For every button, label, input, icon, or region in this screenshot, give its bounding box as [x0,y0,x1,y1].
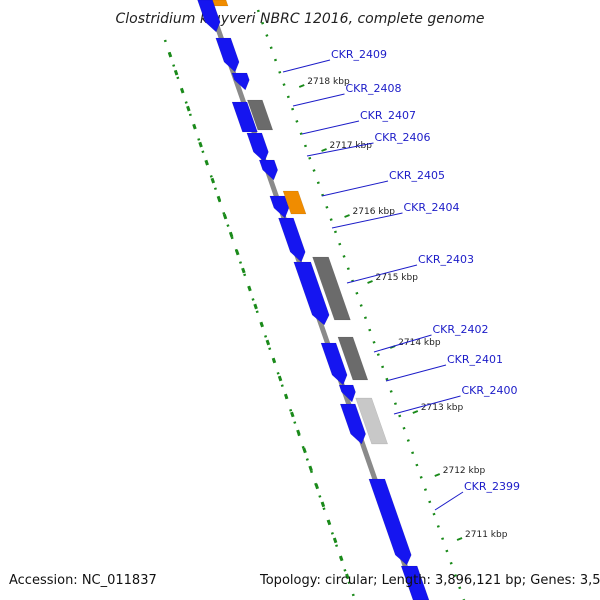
feature-track [197,0,430,600]
gene-leader-line [331,212,403,229]
cds-arrow [231,101,258,133]
cds-arrow [269,195,290,219]
scale-tick-label: 2717 kbp [330,141,373,151]
gene-label[interactable]: CKR_2402 [433,323,489,336]
pseudogene-block [355,397,389,445]
gene-leader-line [393,395,461,415]
gene-label[interactable]: CKR_2403 [418,253,474,266]
pseudogene-block [337,336,369,381]
scale-tick-mark [367,280,373,284]
cds-arrow [400,565,430,600]
scale-tick-mark [344,214,350,218]
gene-leader-line [282,59,331,73]
gc-dotted-line [256,9,466,600]
topology-summary: Topology: circular; Length: 3,896,121 bp… [260,573,600,588]
scale-tick-label: 2713 kbp [421,403,464,413]
gene-label[interactable]: CKR_2401 [447,353,503,366]
scale-tick-mark [412,410,419,414]
scale-tick-mark [456,537,463,541]
gc-content-track [163,9,466,600]
gene-label[interactable]: CKR_2399 [464,480,520,493]
gene-label[interactable]: CKR_2406 [375,131,431,144]
gene-label[interactable]: CKR_2400 [462,384,518,397]
cds-arrow [278,217,306,263]
accession-text: Accession: NC_011837 [9,573,157,588]
cds-arrow [215,37,240,73]
scale-tick-label: 2716 kbp [353,207,396,217]
cds-arrow [339,403,366,445]
gene-leader-line [321,180,389,197]
scale-tick-mark [321,148,327,152]
cds-arrow [246,132,269,163]
gene-label[interactable]: CKR_2409 [331,48,387,61]
scale-tick-label: 2718 kbp [307,77,350,87]
scale-tick-label: 2715 kbp [376,273,419,283]
scale-tick-mark [434,473,441,477]
gene-leader-line [385,364,447,382]
gene-label[interactable]: CKR_2408 [346,82,402,95]
cds-arrow [197,0,221,33]
cds-arrow [338,384,356,403]
rna-feature [282,190,307,215]
scale-tick-label: 2711 kbp [465,530,508,540]
scale-tick-label: 2714 kbp [398,338,441,348]
pseudogene-block [312,256,351,321]
cds-arrow [258,159,278,181]
gene-leader-line [373,334,432,353]
gene-labels: CKR_2409 CKR_2408 CKR_2407 CKR_2406 CKR_2405… [282,48,520,511]
cds-arrow [231,72,250,91]
cds-arrow [293,261,330,326]
gene-leader-line [306,142,374,157]
cds-arrow [320,342,348,386]
gene-leader-line [434,491,464,511]
gene-label[interactable]: CKR_2407 [360,109,416,122]
scale-tick-mark [298,84,305,88]
gene-label[interactable]: CKR_2404 [404,201,460,214]
scale-tick-label: 2712 kbp [443,466,486,476]
gene-leader-line [346,264,418,284]
gene-leader-line [301,120,360,135]
map-title: Clostridium kluyveri NBRC 12016, complet… [115,11,484,27]
cds-arrow [368,478,412,566]
pseudogene-block [246,99,274,131]
gene-leader-line [292,93,345,107]
scale-ticks: 2718 kbp 2717 kbp 2716 kbp 2715 kbp 2714 kbp… [298,77,508,541]
gene-label[interactable]: CKR_2405 [389,169,445,182]
